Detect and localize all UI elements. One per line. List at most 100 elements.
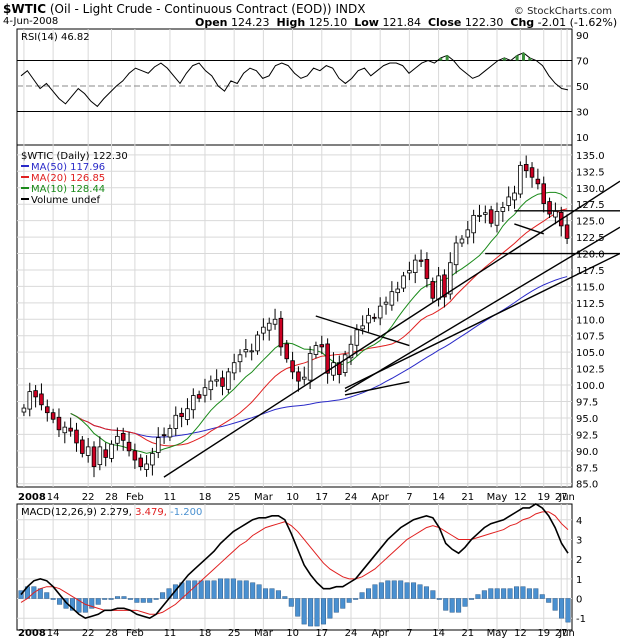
macd-hist-bar xyxy=(205,580,211,599)
candle-body xyxy=(325,343,330,374)
credit-label: © StockCharts.com xyxy=(513,6,612,17)
candle-body xyxy=(506,196,511,206)
candle-body xyxy=(500,207,506,212)
macd-hist-bar xyxy=(140,598,146,603)
macd-hist-bar xyxy=(192,580,198,599)
candle-body xyxy=(412,259,418,273)
candle-body xyxy=(471,214,476,234)
price-x-tick-label: 10 xyxy=(286,492,299,503)
macd-hist-bar xyxy=(507,588,513,599)
price-x-tick-label: Jun xyxy=(558,492,575,503)
candle-body xyxy=(179,412,184,418)
macd-legend: MACD(12,26,9) 2.279, 3.479, -1.200 xyxy=(21,507,202,518)
price-x-tick-label: 7 xyxy=(406,492,412,503)
candle-body xyxy=(529,167,535,178)
rsi-line xyxy=(20,52,569,108)
candle-body xyxy=(319,344,325,348)
macd-hist-bar xyxy=(494,588,500,599)
macd-x-tick-label: May xyxy=(487,628,508,639)
macd-x-tick-label: Feb xyxy=(126,628,144,639)
candle-body xyxy=(301,376,307,380)
macd-x-tick-label: Jun xyxy=(558,628,575,639)
macd-x-tick-label: 11 xyxy=(164,628,177,639)
candle-body xyxy=(448,262,453,295)
price-legend-title: $WTIC (Daily) 122.30 xyxy=(21,151,128,162)
candle-body xyxy=(196,394,202,399)
candle-body xyxy=(407,270,412,274)
candle-body xyxy=(85,446,91,456)
candle-body xyxy=(272,318,278,325)
macd-hist-bar xyxy=(481,590,487,599)
candle-body xyxy=(132,450,138,461)
candle-body xyxy=(360,325,365,330)
price-tick-label: 115.0 xyxy=(576,282,605,293)
candle-body xyxy=(50,412,56,420)
rsi-tick-label: 30 xyxy=(576,108,589,119)
macd-hist-bar xyxy=(559,598,565,619)
price-x-tick-label: 27 xyxy=(555,492,568,503)
candle-body xyxy=(313,345,319,355)
candle-body xyxy=(401,275,406,289)
candle-body xyxy=(68,427,73,432)
candle-body xyxy=(74,429,79,444)
price-tick-label: 130.0 xyxy=(576,184,605,195)
price-tick-label: 110.0 xyxy=(576,315,605,326)
chart-date: 4-Jun-2008 xyxy=(3,16,59,27)
macd-hist-bar xyxy=(533,588,539,599)
candle-body xyxy=(261,326,266,334)
trend-line xyxy=(344,252,620,389)
macd-hist-bar xyxy=(333,598,339,613)
price-tick-label: 102.5 xyxy=(576,365,605,376)
candle-body xyxy=(91,446,97,468)
price-tick-label: 125.0 xyxy=(576,217,605,228)
macd-x-tick-label: 22 xyxy=(82,628,95,639)
macd-x-tick-label: Apr xyxy=(372,628,390,639)
macd-x-tick-label: 19 xyxy=(537,628,550,639)
price-x-tick-label: 11 xyxy=(164,492,177,503)
macd-hist-bar xyxy=(263,588,269,599)
candle-body xyxy=(483,212,488,215)
macd-hist-bar xyxy=(237,580,243,599)
candle-body xyxy=(494,211,500,226)
candle-body xyxy=(424,259,430,279)
macd-hist-bar xyxy=(250,582,256,599)
candle-body xyxy=(27,391,33,410)
price-x-tick-label: 2008 xyxy=(18,492,46,503)
price-x-tick-label: 12 xyxy=(514,492,527,503)
candle-body xyxy=(442,274,447,298)
macd-hist-bar xyxy=(430,590,436,599)
quote-line: Open 124.23 High 125.10 Low 121.84 Close… xyxy=(195,16,618,29)
candle-body xyxy=(488,209,494,224)
candle-body xyxy=(418,259,424,262)
candle-body xyxy=(120,432,126,441)
macd-x-tick-label: 17 xyxy=(315,628,328,639)
macd-x-tick-label: 24 xyxy=(345,628,358,639)
trend-line xyxy=(315,315,410,347)
candle-body xyxy=(296,371,301,382)
candle-body xyxy=(436,275,441,300)
candle-body xyxy=(243,349,249,353)
macd-hist-bar xyxy=(256,584,262,599)
trend-line xyxy=(344,226,620,393)
price-tick-label: 105.0 xyxy=(576,348,605,359)
macd-x-tick-label: 18 xyxy=(199,628,212,639)
candle-body xyxy=(453,242,459,266)
macd-x-tick-label: 27 xyxy=(555,628,568,639)
price-panel-frame xyxy=(16,144,573,488)
macd-hist-bar xyxy=(102,598,108,600)
candle-body xyxy=(115,435,120,444)
macd-hist-bar xyxy=(398,580,404,599)
price-x-tick-label: May xyxy=(487,492,508,503)
macd-hist-bar xyxy=(295,598,301,617)
price-x-tick-label: 14 xyxy=(47,492,60,503)
candle-body xyxy=(564,224,570,239)
macd-hist-bar xyxy=(353,598,359,600)
candle-body xyxy=(354,329,360,346)
candle-body xyxy=(138,457,143,468)
candle-body xyxy=(512,192,517,201)
macd-hist-bar xyxy=(153,598,159,600)
price-tick-label: 127.5 xyxy=(576,200,605,211)
macd-hist-bar xyxy=(160,592,166,599)
candle-body xyxy=(220,377,225,387)
macd-hist-bar xyxy=(288,598,294,607)
